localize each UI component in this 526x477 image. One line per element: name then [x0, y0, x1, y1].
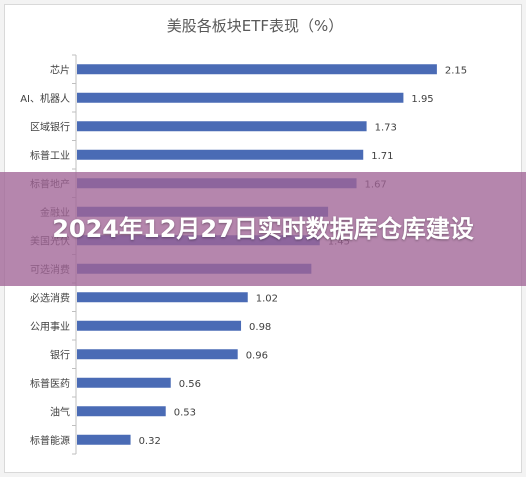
data-label: 1.73	[375, 122, 397, 133]
bar	[77, 121, 367, 132]
data-label: 1.95	[411, 94, 433, 105]
category-label: 标普医药	[30, 377, 70, 390]
bar	[77, 92, 404, 103]
category-label: 芯片	[50, 63, 70, 76]
category-label: AI、机器人	[20, 92, 70, 105]
data-label: 0.98	[249, 322, 271, 333]
bar	[77, 149, 364, 160]
bar	[77, 64, 437, 75]
bar	[77, 434, 131, 445]
chart-title: 美股各板块ETF表现（%）	[167, 17, 344, 35]
bar	[77, 292, 248, 303]
data-label: 1.71	[371, 151, 393, 162]
data-label: 0.32	[139, 436, 161, 447]
category-label: 油气	[50, 405, 70, 418]
category-label: 公用事业	[30, 320, 70, 333]
data-label: 1.02	[256, 293, 278, 304]
data-label: 0.96	[246, 350, 268, 361]
category-label: 必选消费	[30, 291, 70, 304]
bar	[77, 349, 238, 360]
category-label: 银行	[50, 348, 70, 361]
category-label: 区域银行	[30, 120, 70, 133]
bar	[77, 406, 166, 417]
data-label: 0.56	[179, 379, 201, 390]
bar	[77, 377, 171, 388]
headline-title: 2024年12月27日实时数据库仓库建设	[52, 215, 474, 243]
bar	[77, 320, 242, 331]
category-label: 标普能源	[30, 434, 70, 447]
category-label: 标普工业	[30, 149, 70, 162]
data-label: 2.15	[445, 65, 467, 76]
data-label: 0.53	[174, 407, 196, 418]
headline-banner: 2024年12月27日实时数据库仓库建设	[0, 172, 526, 286]
